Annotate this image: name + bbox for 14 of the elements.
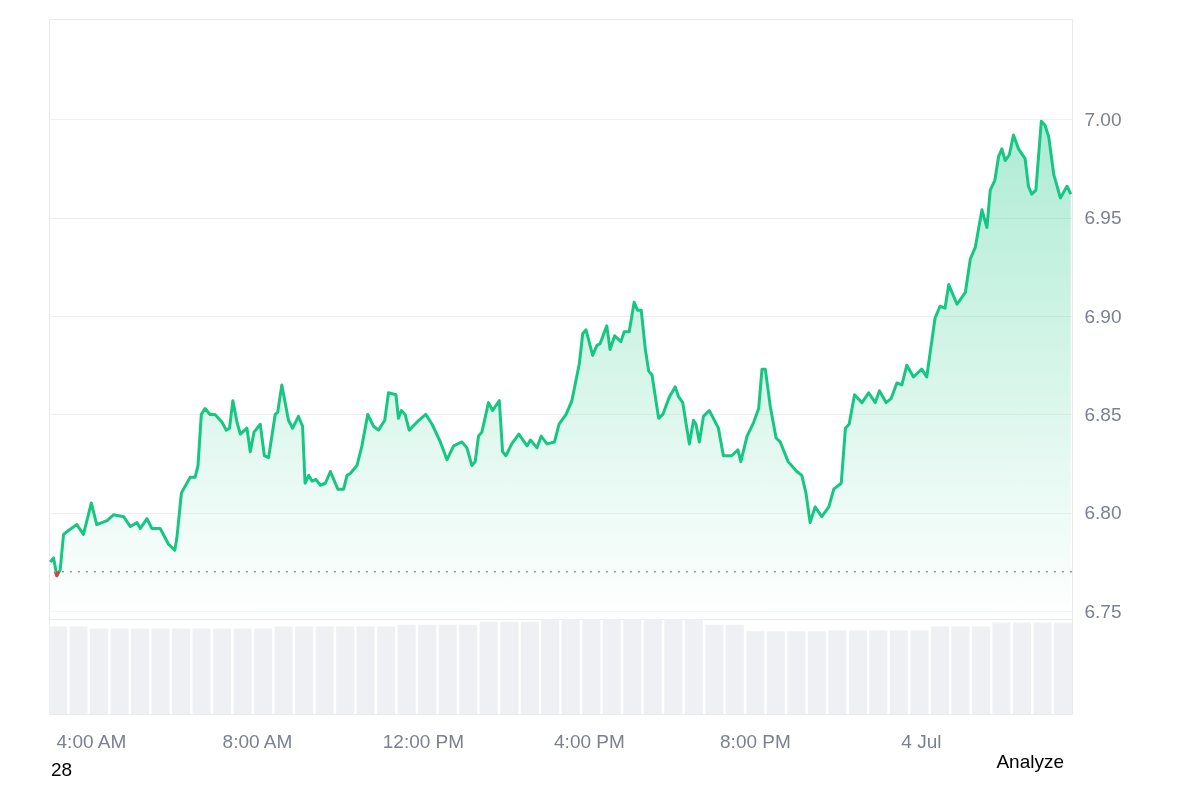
y-tick-label: 7.00 <box>1084 108 1122 130</box>
text: Analyze <box>996 751 1064 772</box>
x-tick-label: 12:00 PM <box>382 730 465 752</box>
y-tick-label: 6.85 <box>1084 403 1122 425</box>
y-tick-label: 6.90 <box>1084 305 1122 327</box>
y-tick-label: 6.80 <box>1084 502 1122 524</box>
y-tick-label: 6.75 <box>1084 600 1122 622</box>
x-tick-label: 4:00 AM <box>56 730 127 752</box>
x-tick-label: 4 Jul <box>901 730 942 752</box>
x-tick-label: 4:00 PM <box>554 730 625 752</box>
x-tick-label: 8:00 AM <box>222 730 293 752</box>
y-tick-label: 6.95 <box>1084 207 1122 229</box>
text: 28 <box>51 759 73 780</box>
x-tick-label: 8:00 PM <box>720 730 791 752</box>
